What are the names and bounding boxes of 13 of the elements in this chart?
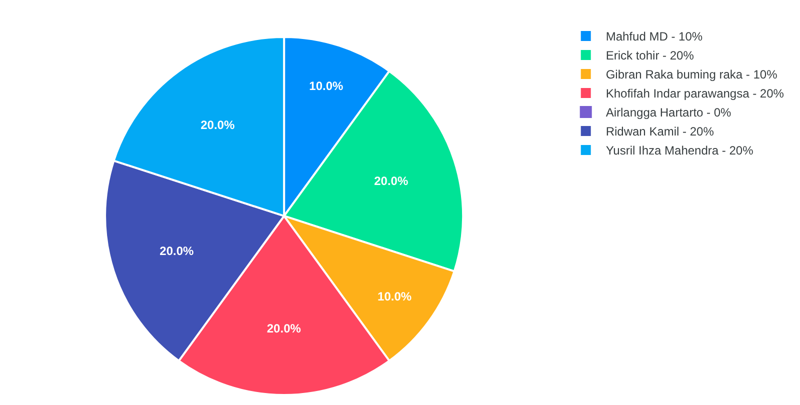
- data-label: 10.0%: [378, 289, 412, 304]
- legend-label: Yusril Ihza Mahendra - 20%: [606, 144, 754, 158]
- data-label: 20.0%: [160, 244, 194, 258]
- legend-label: Mahfud MD - 10%: [606, 30, 703, 44]
- legend-label: Airlangga Hartarto - 0%: [606, 106, 732, 120]
- legend-label: Khofifah Indar parawangsa - 20%: [606, 86, 784, 101]
- legend-label: Erick tohir - 20%: [606, 48, 694, 63]
- data-label: 20.0%: [266, 322, 302, 336]
- legend-label: Ridwan Kamil - 20%: [606, 124, 714, 139]
- data-label: 10.0%: [309, 78, 344, 93]
- data-label: 20.0%: [200, 118, 235, 132]
- legend-label: Gibran Raka buming raka - 10%: [606, 68, 778, 82]
- data-label: 20.0%: [374, 174, 408, 188]
